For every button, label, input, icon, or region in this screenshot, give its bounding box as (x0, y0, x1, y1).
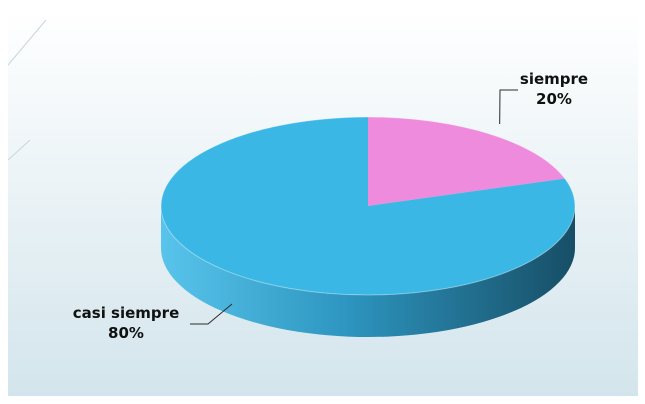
label-group: siempre 20% casi siempre 80% (73, 70, 588, 342)
pie-rim (160, 116, 576, 296)
data-label-category: siempre (520, 70, 588, 88)
pie-group (160, 116, 576, 337)
leader-line (190, 303, 233, 325)
decor-line (7, 19, 47, 66)
data-label-category: casi siempre (73, 304, 180, 322)
pie-side (161, 206, 575, 337)
pie-slice-siempre (368, 117, 565, 206)
leader-line (499, 89, 518, 125)
data-label-percent: 20% (536, 90, 572, 108)
pie-slice-casi-siempre (161, 117, 576, 295)
chart-area: siempre 20% casi siempre 80% (7, 10, 638, 396)
decor-line (7, 139, 31, 161)
data-label-percent: 80% (108, 324, 144, 342)
pie-chart: siempre 20% casi siempre 80% (7, 10, 638, 396)
